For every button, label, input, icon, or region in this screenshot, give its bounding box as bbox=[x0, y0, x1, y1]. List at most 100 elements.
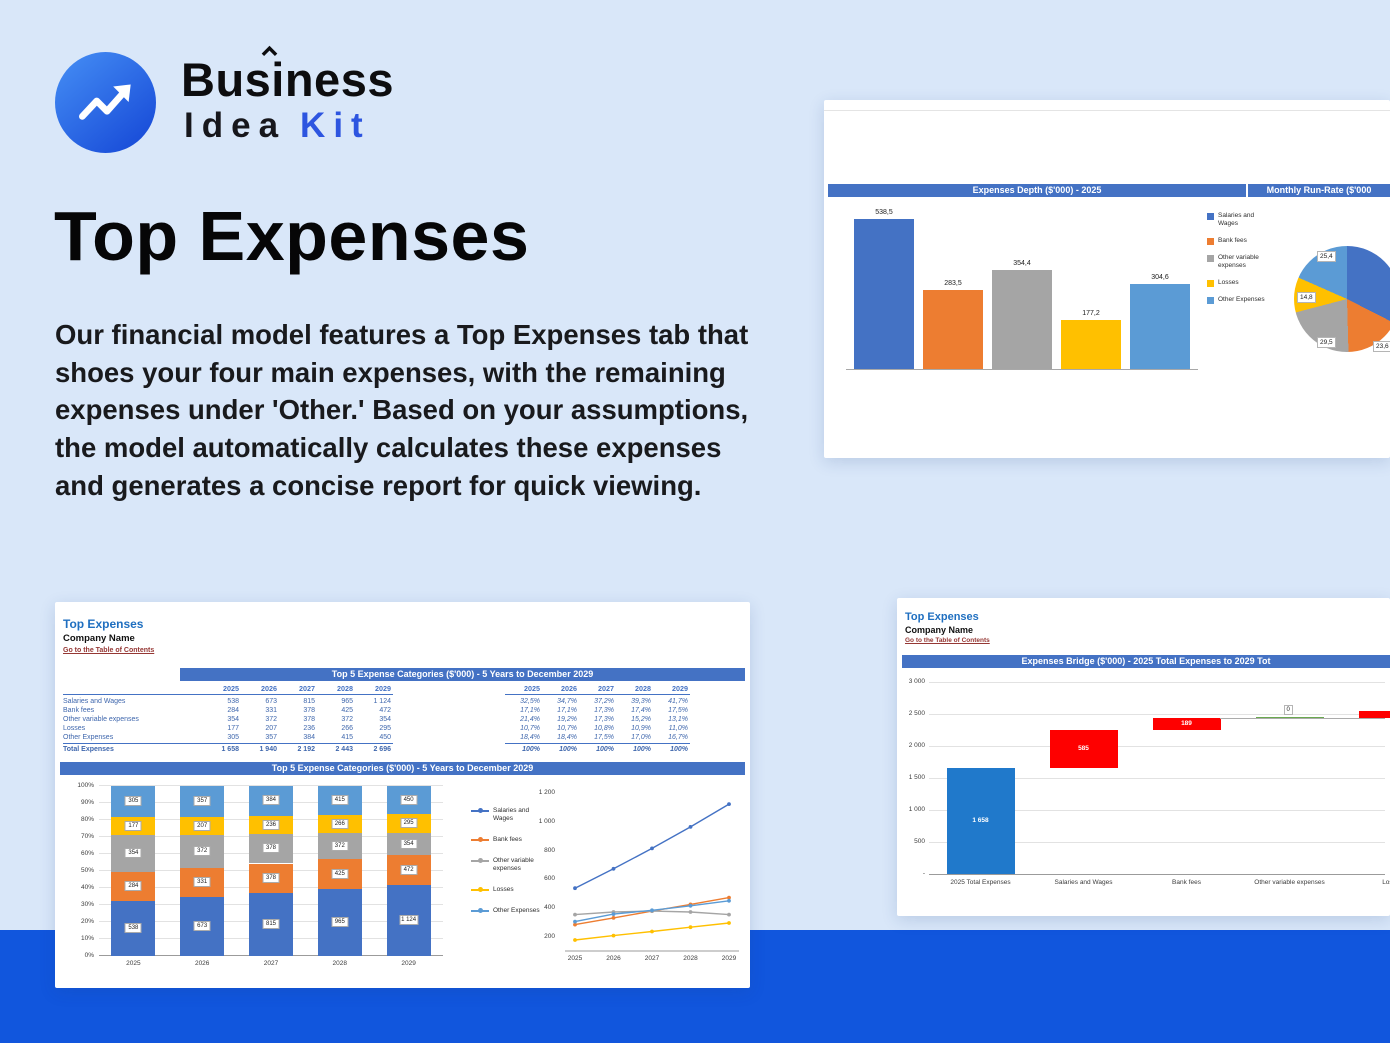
legend-swatch bbox=[1207, 213, 1214, 220]
cell-value: 425 bbox=[341, 707, 353, 714]
legend-item: Salaries and Wages bbox=[1207, 212, 1291, 228]
cell-percent: 18,4% bbox=[520, 734, 540, 741]
year-header: 2026 bbox=[542, 684, 579, 695]
legend-marker bbox=[471, 837, 489, 843]
cell-value: 236 bbox=[303, 725, 315, 732]
y-tick-label: 80% bbox=[80, 816, 94, 823]
cell-percent: 37,2% bbox=[594, 698, 614, 705]
stack-segment-label: 207 bbox=[193, 820, 211, 831]
stacked-bar-chart: 538 284 354 177 305 673 331 372 207 357 815 378 378 2… bbox=[99, 785, 443, 956]
stack-segment-label: 1 124 bbox=[399, 915, 419, 925]
y-tick-label: 2 000 bbox=[908, 742, 925, 749]
gridline bbox=[99, 785, 443, 786]
cell-percent: 17,0% bbox=[631, 734, 651, 741]
page-title: Top Expenses bbox=[54, 197, 530, 275]
legend-label: Losses bbox=[1218, 279, 1239, 286]
cell-percent: 41,7% bbox=[668, 698, 688, 705]
cell-percent: 39,3% bbox=[631, 698, 651, 705]
depth-bar-value: 354,4 bbox=[1013, 260, 1031, 268]
table-gap bbox=[393, 706, 505, 715]
year-header: 2026 bbox=[241, 684, 279, 695]
cell-percent: 10,7% bbox=[557, 725, 577, 732]
stack-segment-label: 815 bbox=[262, 918, 280, 929]
y-tick-label: 600 bbox=[544, 875, 555, 883]
total-value: 2 443 bbox=[317, 743, 355, 754]
gridline bbox=[929, 682, 1385, 683]
y-tick-label: 1 500 bbox=[908, 774, 925, 781]
cell-percent: 13,1% bbox=[668, 716, 688, 723]
depth-bar bbox=[854, 219, 914, 369]
cell-percent: 17,3% bbox=[594, 716, 614, 723]
legend-item: Losses bbox=[471, 886, 553, 894]
runrate-chart-header: Monthly Run-Rate ($'000 bbox=[1248, 184, 1390, 197]
cell-value: 295 bbox=[379, 725, 391, 732]
legend-label: Bank fees bbox=[493, 836, 522, 843]
gridline bbox=[929, 842, 1385, 843]
pie-value-label: 29,5 bbox=[1317, 337, 1336, 348]
x-tick-label: Other variable expenses bbox=[1254, 879, 1325, 886]
waterfall-bar bbox=[1049, 730, 1118, 768]
line-chart-legend: Salaries and Wages Bank fees Other variabl… bbox=[471, 807, 553, 928]
cell-percent: 19,2% bbox=[557, 716, 577, 723]
legend-swatch bbox=[1207, 297, 1214, 304]
y-tick-label: 100% bbox=[77, 782, 94, 789]
table-gap bbox=[393, 715, 505, 724]
legend-swatch bbox=[1207, 238, 1214, 245]
legend-item: Other variable expenses bbox=[1207, 254, 1291, 270]
total-percent: 100% bbox=[542, 743, 579, 754]
pie-value-label: 23,6 bbox=[1373, 341, 1390, 352]
cell-percent: 17,3% bbox=[594, 707, 614, 714]
line-chart bbox=[565, 802, 739, 952]
y-tick-label: - bbox=[922, 870, 925, 877]
y-tick-label: 30% bbox=[80, 901, 94, 908]
cell-value: 673 bbox=[265, 698, 277, 705]
cell-percent: 17,5% bbox=[594, 734, 614, 741]
legend-marker-dot bbox=[477, 887, 483, 893]
legend-label: Losses bbox=[493, 886, 514, 893]
legend-label: Bank fees bbox=[1218, 237, 1247, 244]
gridline bbox=[929, 810, 1385, 811]
screenshot-top5-categories: Top Expenses Company Name Go to the Tabl… bbox=[55, 602, 750, 988]
cell-percent: 21,4% bbox=[520, 716, 540, 723]
stack-segment-label: 354 bbox=[124, 848, 142, 859]
hero-description: Our financial model features a Top Expen… bbox=[55, 319, 749, 501]
year-header: 2028 bbox=[616, 684, 653, 695]
cell-percent: 10,8% bbox=[594, 725, 614, 732]
cell-value: 354 bbox=[227, 716, 239, 723]
stack-segment-label: 236 bbox=[262, 819, 280, 830]
year-header: 2027 bbox=[579, 684, 616, 695]
stack-segment-label: 305 bbox=[124, 796, 142, 807]
depth-chart-header: Expenses Depth ($'000) - 2025 bbox=[828, 184, 1246, 197]
table-corner bbox=[63, 684, 203, 695]
depth-bar-value: 283,5 bbox=[944, 280, 962, 287]
cell-percent: 17,4% bbox=[631, 707, 651, 714]
waterfall-zero-label: 0 bbox=[1283, 705, 1293, 716]
y-tick-label: 500 bbox=[914, 838, 925, 845]
table-of-contents-link[interactable]: Go to the Table of Contents bbox=[63, 647, 155, 654]
total-value: 2 192 bbox=[279, 743, 317, 754]
stack-segment-label: 357 bbox=[193, 796, 211, 807]
gridline bbox=[929, 874, 1385, 875]
stack-segment-label: 372 bbox=[331, 840, 349, 851]
year-header: 2025 bbox=[505, 684, 542, 695]
legend-marker bbox=[471, 808, 489, 814]
legend-marker bbox=[471, 858, 489, 864]
x-tick-label: 2025 bbox=[126, 960, 141, 967]
legend-item: Bank fees bbox=[471, 836, 553, 844]
y-tick-label: 400 bbox=[544, 904, 555, 911]
brand-name: Business bbox=[181, 53, 394, 106]
cell-value: 965 bbox=[341, 698, 353, 705]
depth-bar bbox=[1061, 319, 1121, 369]
legend-marker-dot bbox=[477, 908, 483, 914]
depth-bar bbox=[992, 270, 1052, 369]
total-percent: 100% bbox=[653, 743, 690, 754]
total-label: Total Expenses bbox=[63, 743, 203, 754]
y-tick-label: 20% bbox=[80, 918, 94, 925]
x-tick-label: 2026 bbox=[194, 960, 210, 967]
table-of-contents-link[interactable]: Go to the Table of Contents bbox=[905, 637, 990, 644]
y-tick-label: 40% bbox=[80, 884, 94, 891]
legend-marker-dot bbox=[477, 858, 483, 864]
stack-segment-label: 425 bbox=[331, 868, 349, 879]
cell-value: 357 bbox=[265, 734, 277, 741]
total-percent: 100% bbox=[616, 743, 653, 754]
